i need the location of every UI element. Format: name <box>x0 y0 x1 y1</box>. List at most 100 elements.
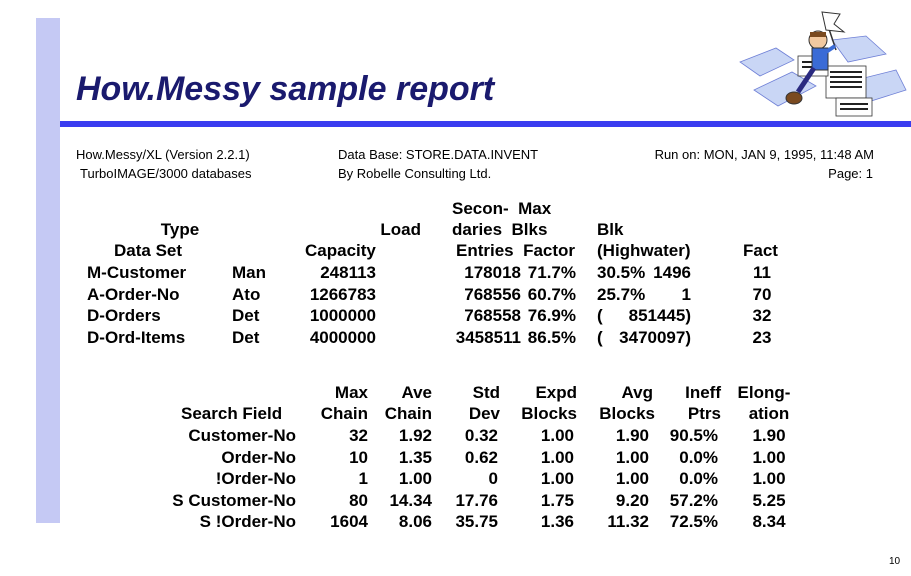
search-ave-chain: 8.06 <box>398 512 432 531</box>
dataset-type: Det <box>232 327 260 347</box>
search-expd-blocks: 1.00 <box>540 426 574 445</box>
col-head-highwater: (Highwater) <box>597 241 691 260</box>
search-field-name: S !Order-No <box>199 512 296 531</box>
col-head-std-dev: Std <box>472 383 500 402</box>
header-databases: TurboIMAGE/3000 databases <box>80 166 252 181</box>
col-subhead-3: Dev <box>468 404 500 423</box>
dataset-blk: ( <box>597 327 603 347</box>
dataset-blk: 30.5% <box>597 263 646 282</box>
dataset-highwater: 1 <box>681 284 691 304</box>
col-head-avg-blocks: Avg <box>621 383 654 402</box>
search-std-dev: 0.62 <box>464 447 498 467</box>
search-std-dev: 35.75 <box>455 512 498 531</box>
search-ave-chain: 14.34 <box>389 490 432 510</box>
col-subhead-5: Blocks <box>599 404 655 423</box>
dataset-fact: 23 <box>752 327 772 347</box>
col-head-entries: Entries Factor <box>456 241 576 260</box>
col-head-daries: daries Blks <box>452 220 548 239</box>
dataset-capacity: 4000000 <box>309 327 376 347</box>
search-max-chain: 32 <box>349 426 368 445</box>
dataset-entries: 3458511 <box>455 327 521 347</box>
header-run-on: Run on: MON, JAN 9, 1995, 11:48 AM <box>654 147 874 162</box>
search-field-name: S Customer-No <box>172 490 296 510</box>
col-subhead-1: Chain <box>320 404 368 423</box>
search-ave-chain: 1.00 <box>398 469 432 488</box>
search-field-name: Customer-No <box>188 426 296 445</box>
dataset-blk: 25.7% <box>597 284 646 304</box>
col-head-secon: Secon- Max <box>452 199 552 218</box>
dataset-name: D-Ord-Items <box>87 327 186 347</box>
page-title: How.Messy sample report <box>76 70 495 108</box>
header-page: Page: 1 <box>828 166 873 181</box>
col-head-capacity: Capacity <box>305 241 376 260</box>
search-ineff-ptrs: 90.5% <box>669 426 718 445</box>
search-avg-blocks: 11.32 <box>607 512 649 531</box>
search-field-name: !Order-No <box>215 469 296 488</box>
search-expd-blocks: 1.00 <box>540 469 574 488</box>
dataset-entries: 768558 <box>464 306 521 325</box>
search-std-dev: 0.32 <box>464 426 498 445</box>
col-subhead-0: Search Field <box>181 404 283 423</box>
dataset-load-factor: 60.7% <box>527 284 576 304</box>
dataset-fact: 70 <box>752 284 772 304</box>
search-elongation: 8.34 <box>752 512 786 531</box>
search-max-chain: 80 <box>349 490 368 510</box>
header-product: How.Messy/XL (Version 2.2.1) <box>76 147 250 162</box>
col-head-fact: Fact <box>743 241 778 260</box>
search-elongation: 5.25 <box>752 490 786 510</box>
search-ineff-ptrs: 0.0% <box>679 447 718 467</box>
col-subhead-6: Ptrs <box>687 404 721 423</box>
search-expd-blocks: 1.00 <box>540 447 574 467</box>
dataset-capacity: 1000000 <box>309 306 376 325</box>
col-subhead-7: ation <box>748 404 790 423</box>
col-head-ave-chain: Ave <box>401 383 432 402</box>
left-accent-bar <box>36 18 60 523</box>
col-head-load: Load <box>380 220 421 239</box>
search-elongation: 1.00 <box>752 447 786 467</box>
col-head-ineff-ptrs: Ineff <box>685 383 721 402</box>
search-avg-blocks: 9.20 <box>615 490 649 510</box>
header-company: By Robelle Consulting Ltd. <box>338 166 492 181</box>
search-std-dev: 17.76 <box>455 490 498 510</box>
dataset-highwater: 1496 <box>653 263 691 282</box>
dataset-name: D-Orders <box>87 306 161 325</box>
dataset-load-factor: 86.5% <box>527 327 576 347</box>
dataset-fact: 11 <box>753 263 771 282</box>
dataset-capacity: 1266783 <box>309 284 376 304</box>
search-avg-blocks: 1.00 <box>615 469 649 488</box>
search-ineff-ptrs: 72.5% <box>669 512 718 531</box>
dataset-name: A-Order-No <box>87 284 180 304</box>
col-head-dataset: Data Set <box>114 241 183 260</box>
search-avg-blocks: 1.00 <box>615 447 649 467</box>
search-max-chain: 1604 <box>330 512 368 531</box>
dataset-load-factor: 71.7% <box>527 263 576 282</box>
page-number: 10 <box>889 556 901 567</box>
search-ineff-ptrs: 0.0% <box>679 469 718 488</box>
dataset-name: M-Customer <box>87 263 187 282</box>
dataset-type: Ato <box>232 284 261 304</box>
col-head-blk: Blk <box>597 220 624 239</box>
search-expd-blocks: 1.36 <box>540 512 574 531</box>
title-underline-bar <box>60 121 911 127</box>
dataset-capacity: 248113 <box>320 263 376 282</box>
search-avg-blocks: 1.90 <box>615 426 649 445</box>
dataset-type: Man <box>232 263 266 282</box>
col-head-expd-blocks: Expd <box>535 383 577 402</box>
col-subhead-2: Chain <box>384 404 432 423</box>
search-field-name: Order-No <box>221 447 296 467</box>
dataset-entries: 768556 <box>464 284 521 304</box>
dataset-fact: 32 <box>752 306 772 325</box>
search-max-chain: 1 <box>358 469 368 488</box>
search-ave-chain: 1.92 <box>398 426 432 445</box>
dataset-type: Det <box>232 306 260 325</box>
search-ineff-ptrs: 57.2% <box>669 490 718 510</box>
dataset-entries: 178018 <box>464 263 521 282</box>
dataset-highwater: 851445) <box>628 306 691 325</box>
search-expd-blocks: 1.75 <box>540 490 574 510</box>
dataset-highwater: 3470097) <box>619 327 691 347</box>
person-with-flag-on-papers-icon <box>739 11 907 117</box>
search-ave-chain: 1.35 <box>398 447 432 467</box>
dataset-load-factor: 76.9% <box>527 306 576 325</box>
header-database-name: Data Base: STORE.DATA.INVENT <box>338 147 539 162</box>
col-subhead-4: Blocks <box>521 404 577 423</box>
